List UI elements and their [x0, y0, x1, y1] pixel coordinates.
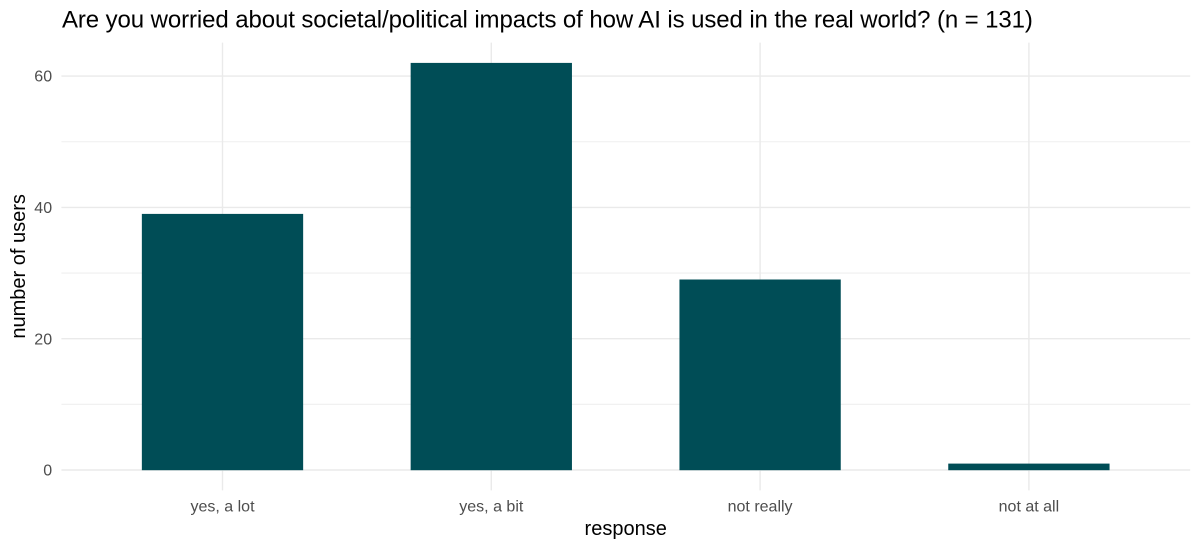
- svg-text:0: 0: [43, 463, 52, 480]
- svg-text:60: 60: [34, 69, 52, 86]
- svg-text:number of users: number of users: [8, 194, 30, 339]
- svg-text:yes, a bit: yes, a bit: [459, 499, 524, 516]
- svg-text:not really: not really: [728, 499, 793, 516]
- svg-text:Are you worried about societal: Are you worried about societal/political…: [62, 6, 1033, 33]
- svg-text:response: response: [585, 518, 667, 540]
- svg-text:20: 20: [34, 331, 52, 348]
- svg-text:40: 40: [34, 200, 52, 217]
- svg-text:not at all: not at all: [999, 499, 1059, 516]
- svg-text:yes, a lot: yes, a lot: [190, 499, 255, 516]
